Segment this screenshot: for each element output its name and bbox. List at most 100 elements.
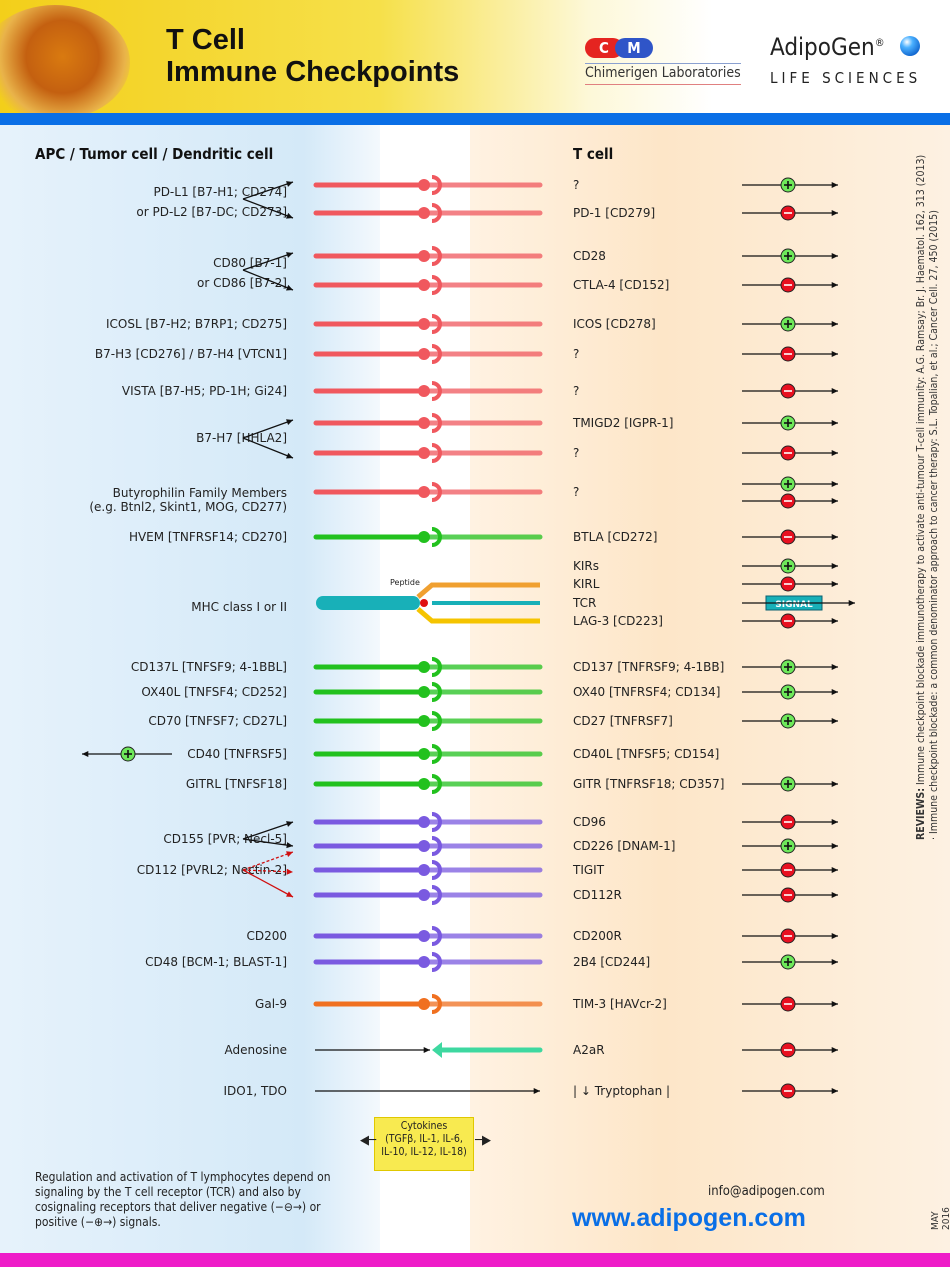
receptor-cup-icon bbox=[431, 344, 442, 364]
ligand-head-icon bbox=[418, 447, 430, 459]
receptor-label: TCR bbox=[572, 596, 596, 610]
footer-note: Regulation and activation of T lymphocyt… bbox=[35, 1170, 331, 1229]
arrowhead-icon bbox=[286, 851, 293, 857]
positive-signal-icon bbox=[780, 713, 796, 729]
arrowhead-icon bbox=[831, 281, 838, 289]
receptor-cup-icon bbox=[431, 275, 442, 295]
ligand-label: CD48 [BCM-1; BLAST-1] bbox=[145, 955, 287, 969]
title-line-1: T Cell bbox=[166, 24, 245, 56]
ligand-head-icon bbox=[418, 318, 430, 330]
receptor-label: ? bbox=[573, 178, 579, 192]
receptor-cup-icon bbox=[431, 203, 442, 223]
apc-heading: APC / Tumor cell / Dendritic cell bbox=[35, 145, 274, 163]
receptor-label: ? bbox=[573, 384, 579, 398]
arrow-line bbox=[242, 437, 294, 459]
negative-signal-icon bbox=[780, 862, 796, 878]
receptor-label: ? bbox=[573, 446, 579, 460]
receptor-cup-icon bbox=[431, 994, 442, 1014]
arrowhead-icon bbox=[831, 181, 838, 189]
ligand-head-icon bbox=[418, 686, 430, 698]
ligand-label: HVEM [TNFRSF14; CD270] bbox=[129, 530, 287, 544]
receptor-label: CD40L [TNFSF5; CD154] bbox=[573, 747, 719, 761]
arrowhead-icon bbox=[286, 419, 293, 425]
arrowhead-icon bbox=[286, 212, 293, 219]
ligand-label: PD-L1 [B7-H1; CD274] bbox=[153, 185, 287, 199]
arrowhead-icon bbox=[831, 891, 838, 899]
receptor-cup-icon bbox=[431, 952, 442, 972]
receptor-cup-icon bbox=[431, 774, 442, 794]
brand-subtitle: LIFE SCIENCES bbox=[770, 69, 922, 87]
receptor-cup-icon bbox=[431, 527, 442, 547]
receptor-label: KIRs bbox=[573, 559, 599, 573]
negative-signal-icon bbox=[780, 814, 796, 830]
arrowhead-icon bbox=[831, 780, 838, 788]
receptor-label: 2B4 [CD244] bbox=[573, 955, 650, 969]
receptor-cup-icon bbox=[431, 744, 442, 764]
positive-signal-icon bbox=[780, 659, 796, 675]
negative-signal-icon bbox=[780, 205, 796, 221]
arrow-left-icon: ◀─ bbox=[360, 1133, 377, 1148]
negative-signal-icon bbox=[780, 887, 796, 903]
arrowhead-icon bbox=[831, 562, 838, 570]
arrowhead-icon bbox=[831, 1087, 838, 1095]
negative-signal-icon bbox=[780, 529, 796, 545]
ligand-head-icon bbox=[418, 889, 430, 901]
email-link[interactable]: info@adipogen.com bbox=[708, 1184, 825, 1199]
cytokines-line: (TGFβ, IL-1, IL-6, bbox=[385, 1133, 463, 1145]
negative-signal-icon bbox=[780, 1083, 796, 1099]
arrow-line bbox=[242, 869, 294, 873]
brand-name: AdipoGen bbox=[770, 33, 875, 61]
arrow-line bbox=[242, 838, 294, 847]
negative-signal-icon bbox=[780, 346, 796, 362]
arrowhead-icon bbox=[831, 497, 838, 505]
arrowhead-icon bbox=[831, 1000, 838, 1008]
arrowhead-icon bbox=[831, 617, 838, 625]
receptor-cup-icon bbox=[431, 413, 442, 433]
receptor-label: TIGIT bbox=[572, 863, 605, 877]
receptor-cup-icon bbox=[431, 381, 442, 401]
receptor-cup-icon bbox=[431, 443, 442, 463]
website-link[interactable]: www.adipogen.com bbox=[572, 1204, 806, 1232]
references-text: Immune checkpoint blockade immunotherapy… bbox=[915, 154, 940, 840]
ligand-head-icon bbox=[418, 840, 430, 852]
receptor-label: KIRL bbox=[573, 577, 600, 591]
t-cell-heading: T cell bbox=[573, 145, 614, 163]
arrowhead-icon bbox=[286, 891, 293, 897]
receptor-label: LAG-3 [CD223] bbox=[573, 614, 663, 628]
arrowhead-icon bbox=[286, 252, 293, 258]
arrowhead-icon bbox=[286, 868, 293, 875]
t-cell-image bbox=[0, 5, 130, 120]
arrowhead-icon bbox=[831, 387, 838, 395]
negative-signal-icon bbox=[780, 928, 796, 944]
positive-signal-icon bbox=[780, 684, 796, 700]
arrowhead-icon bbox=[831, 252, 838, 260]
receptor-label: BTLA [CD272] bbox=[573, 530, 657, 544]
arrow-line bbox=[242, 181, 294, 200]
receptor-label: PD-1 [CD279] bbox=[573, 206, 655, 220]
negative-signal-icon bbox=[780, 613, 796, 629]
ligand-label: Adenosine bbox=[224, 1043, 287, 1057]
arrowhead-icon bbox=[831, 717, 838, 725]
receptor-cup-icon bbox=[431, 175, 442, 195]
adipogen-logo: AdipoGen® bbox=[770, 33, 885, 61]
footer-divider bbox=[0, 1253, 950, 1267]
positive-signal-icon bbox=[780, 838, 796, 854]
title-line-2: Immune Checkpoints bbox=[166, 56, 460, 88]
receptor-label: TMIGD2 [IGPR-1] bbox=[572, 416, 673, 430]
receptor-label: | ↓ Tryptophan | bbox=[573, 1084, 670, 1098]
arrowhead-icon bbox=[831, 209, 838, 217]
positive-signal-icon bbox=[780, 177, 796, 193]
arrowhead-icon bbox=[286, 181, 293, 187]
mhc-molecule bbox=[316, 596, 420, 610]
arrow-right-icon: ─▶ bbox=[475, 1133, 492, 1148]
negative-signal-icon bbox=[780, 1042, 796, 1058]
kir-receptor bbox=[416, 582, 540, 599]
arrowhead-icon bbox=[82, 750, 89, 758]
arrowhead-icon bbox=[831, 932, 838, 940]
globe-icon bbox=[900, 36, 920, 56]
ligand-head-icon bbox=[418, 715, 430, 727]
receptor-label: CD200R bbox=[573, 929, 622, 943]
receptor-cup-icon bbox=[431, 711, 442, 731]
